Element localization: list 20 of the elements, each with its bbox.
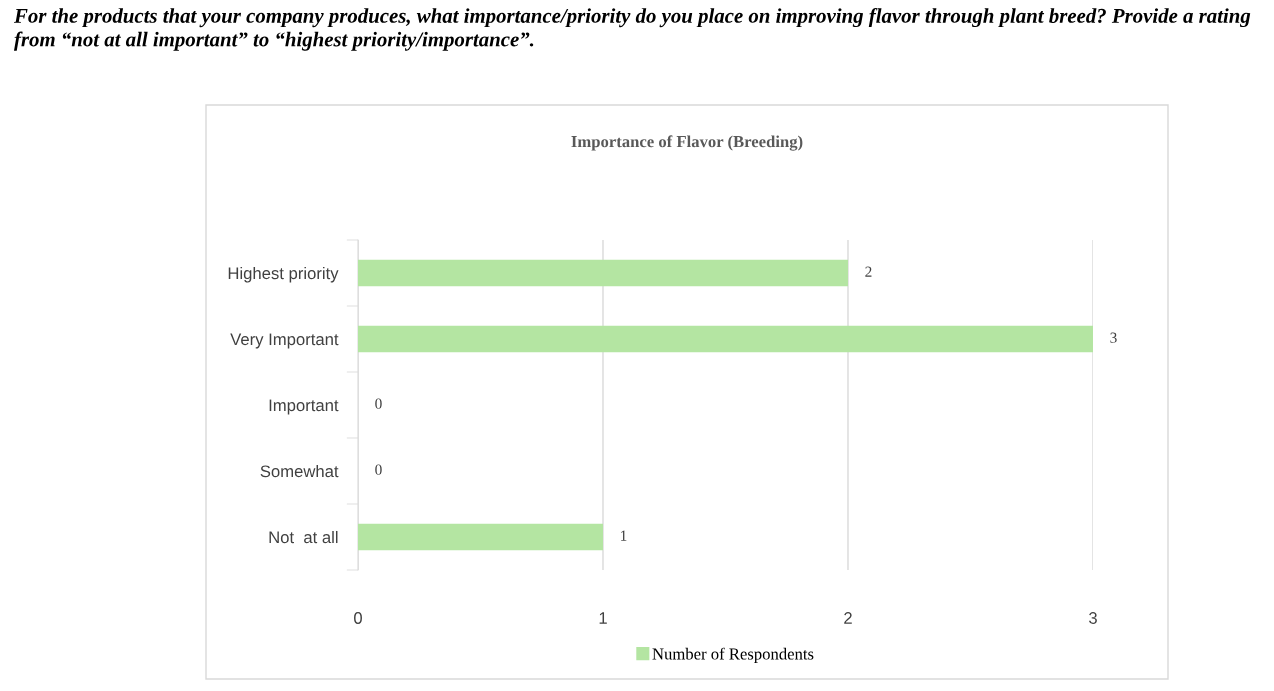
y-tick-label: Not at all	[269, 530, 338, 544]
data-label: 1	[621, 530, 627, 541]
x-tick-label: 1	[599, 612, 607, 624]
text: For the products that your company produces, what importance/priority do you place on improving flavor through plant breed? Provide a rating from “not at all important” to “highest priority/importance”.	[13, 8, 1251, 51]
data-label: 3	[1110, 332, 1117, 343]
y-tick-label: Important	[269, 399, 339, 415]
y-tick-label: Highest priority	[228, 266, 339, 283]
data-label: 0	[375, 398, 382, 409]
data-label: 2	[865, 266, 872, 277]
chart-title: Importance of Flavor (Breeding)	[571, 135, 803, 151]
legend-label: Number of Respondents	[652, 647, 814, 663]
bar	[358, 325, 1093, 353]
bar	[358, 523, 603, 551]
x-tick-label: 0	[354, 612, 362, 624]
data-label: 0	[375, 464, 382, 475]
y-tick-label: Somewhat	[260, 464, 339, 478]
y-tick-label: Very Important	[230, 333, 339, 349]
bar	[358, 259, 848, 287]
x-tick-label: 3	[1089, 612, 1097, 624]
x-tick-label: 2	[844, 612, 852, 624]
